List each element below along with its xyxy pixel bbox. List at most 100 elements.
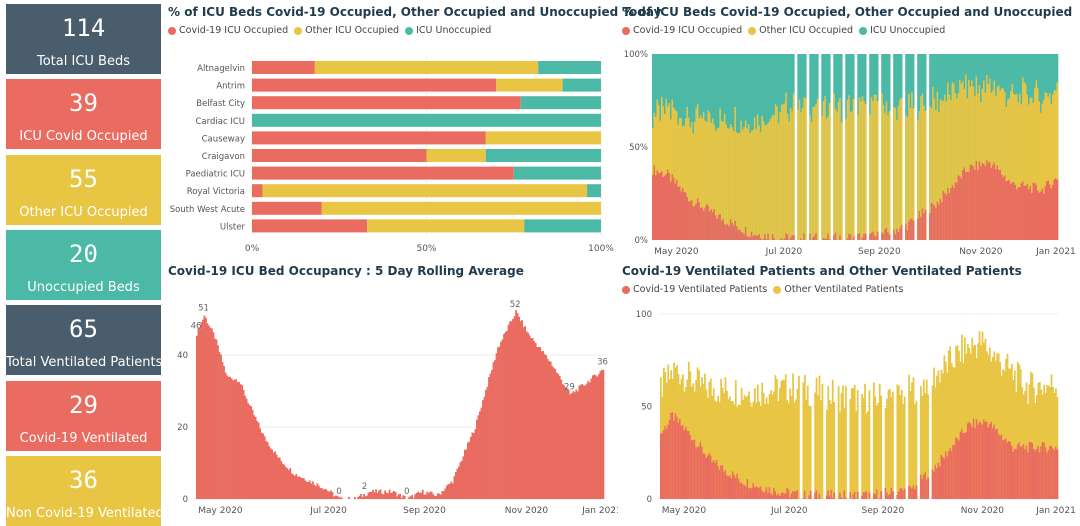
data-label: 2 xyxy=(362,482,367,492)
bar-segment xyxy=(262,184,587,197)
bar-segment xyxy=(252,61,315,74)
kpi-value: 36 xyxy=(6,466,161,494)
bar-other xyxy=(869,390,871,499)
bar xyxy=(354,497,356,499)
bar-other xyxy=(841,122,843,240)
bar-segment xyxy=(486,149,601,162)
bar-segment xyxy=(563,79,601,92)
data-label: 29 xyxy=(564,383,575,393)
panel-rolling-average: Covid-19 ICU Bed Occupancy : 5 Day Rolli… xyxy=(168,264,618,521)
tick-label: Jul 2020 xyxy=(309,506,347,516)
bar-covid xyxy=(913,221,915,240)
tick-label: 100 xyxy=(636,310,652,320)
bar-segment xyxy=(315,61,538,74)
tick-label: 100% xyxy=(624,50,648,60)
tick-label: Nov 2020 xyxy=(961,506,1005,516)
legend-swatch xyxy=(622,286,630,294)
data-label: 52 xyxy=(510,300,521,310)
bar-covid xyxy=(880,491,882,499)
tick-label: Jan 2021 xyxy=(1035,247,1076,257)
kpi-card: 29 Covid-19 Ventilated xyxy=(6,381,161,451)
bar-segment xyxy=(252,219,367,232)
bar-segment xyxy=(252,114,601,127)
bar-other xyxy=(880,396,882,499)
legend-label: Other Ventilated Patients xyxy=(784,284,903,295)
tick-label: Sep 2020 xyxy=(403,506,446,516)
category-label: Ulster xyxy=(220,222,246,232)
bar-covid xyxy=(901,225,903,240)
tick-label: 0% xyxy=(245,244,260,254)
legend-item: Covid-19 Ventilated Patients xyxy=(622,284,767,295)
legend-item: Other Ventilated Patients xyxy=(773,284,903,295)
kpi-value: 20 xyxy=(6,240,161,268)
bar-segment xyxy=(486,131,601,144)
tick-label: May 2020 xyxy=(198,506,243,516)
bar-covid xyxy=(853,237,855,240)
tick-label: Jul 2020 xyxy=(765,247,803,257)
bar-segment xyxy=(322,202,601,215)
bar-covid xyxy=(857,492,859,499)
kpi-value: 29 xyxy=(6,391,161,419)
bar-covid xyxy=(833,492,835,499)
bar-segment xyxy=(496,79,562,92)
data-label: 0 xyxy=(336,487,341,497)
bar-covid xyxy=(829,239,831,240)
chart-title: Covid-19 ICU Bed Occupancy : 5 Day Rolli… xyxy=(168,264,618,278)
bar-segment xyxy=(521,96,601,109)
category-label: Craigavon xyxy=(202,152,245,162)
bar-other xyxy=(829,103,831,240)
bar-other xyxy=(817,99,819,240)
category-label: Belfast City xyxy=(196,99,245,109)
data-label: 46 xyxy=(191,321,202,331)
bar-covid xyxy=(889,235,891,240)
bar-segment xyxy=(524,219,601,232)
bar-segment xyxy=(252,79,496,92)
kpi-label: Covid-19 Ventilated xyxy=(6,431,161,446)
chart-title: % of ICU Beds Covid-19 Occupied, Other O… xyxy=(168,5,618,19)
bar-other xyxy=(865,104,867,240)
tick-label: 50% xyxy=(416,244,436,254)
legend-swatch xyxy=(773,286,781,294)
bar-covid xyxy=(810,491,812,499)
data-label: 0 xyxy=(404,487,409,497)
kpi-label: Other ICU Occupied xyxy=(6,205,161,220)
kpi-value: 39 xyxy=(6,89,161,117)
category-label: Antrim xyxy=(216,82,245,92)
kpi-label: Unoccupied Beds xyxy=(6,280,161,295)
tick-label: 40 xyxy=(177,351,188,361)
category-label: Paediatric ICU xyxy=(186,170,245,180)
tick-label: 0% xyxy=(635,236,649,246)
bar-segment xyxy=(252,96,521,109)
bar-other xyxy=(904,397,906,499)
bar-segment xyxy=(587,184,601,197)
kpi-card: 36 Non Covid-19 Ventilated xyxy=(6,456,161,526)
chart-title: Covid-19 Ventilated Patients and Other V… xyxy=(622,264,1077,278)
bar-segment xyxy=(538,61,601,74)
category-label: Causeway xyxy=(202,134,245,144)
tick-label: Jan 2021 xyxy=(1035,506,1076,516)
bar-other xyxy=(845,386,847,499)
bar-segment xyxy=(252,184,262,197)
bar-segment xyxy=(252,131,486,144)
bar-other xyxy=(822,384,824,499)
kpi-label: Non Covid-19 Ventilated xyxy=(6,506,161,521)
tick-label: 50% xyxy=(629,143,648,153)
bar-segment xyxy=(367,219,524,232)
kpi-label: Total Ventilated Patients xyxy=(6,355,161,370)
bar-covid xyxy=(925,209,927,240)
data-label: 51 xyxy=(198,303,209,313)
tick-label: May 2020 xyxy=(654,247,699,257)
bar xyxy=(602,370,604,499)
bar-covid xyxy=(916,485,918,499)
bar-other xyxy=(798,376,800,499)
bar-other xyxy=(877,101,879,240)
bar-other xyxy=(833,402,835,499)
bar-covid xyxy=(869,492,871,499)
bar-segment xyxy=(514,167,601,180)
data-label: 36 xyxy=(597,357,608,367)
